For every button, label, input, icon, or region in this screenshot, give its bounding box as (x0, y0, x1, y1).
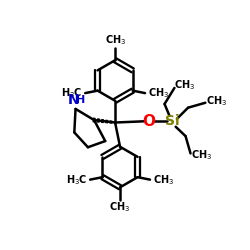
Text: CH$_3$: CH$_3$ (104, 33, 126, 47)
Text: CH$_3$: CH$_3$ (148, 86, 169, 100)
Text: CH$_3$: CH$_3$ (153, 173, 174, 186)
Text: Si: Si (165, 114, 179, 128)
Text: CH$_3$: CH$_3$ (110, 201, 131, 214)
Text: N: N (68, 92, 80, 106)
Text: CH$_3$: CH$_3$ (206, 94, 227, 108)
Text: H$_3$C: H$_3$C (66, 173, 87, 186)
Text: CH$_3$: CH$_3$ (174, 78, 196, 92)
Text: H: H (76, 94, 86, 104)
Text: H$_3$C: H$_3$C (61, 86, 82, 100)
Text: O: O (142, 114, 155, 129)
Text: CH$_3$: CH$_3$ (191, 148, 212, 162)
